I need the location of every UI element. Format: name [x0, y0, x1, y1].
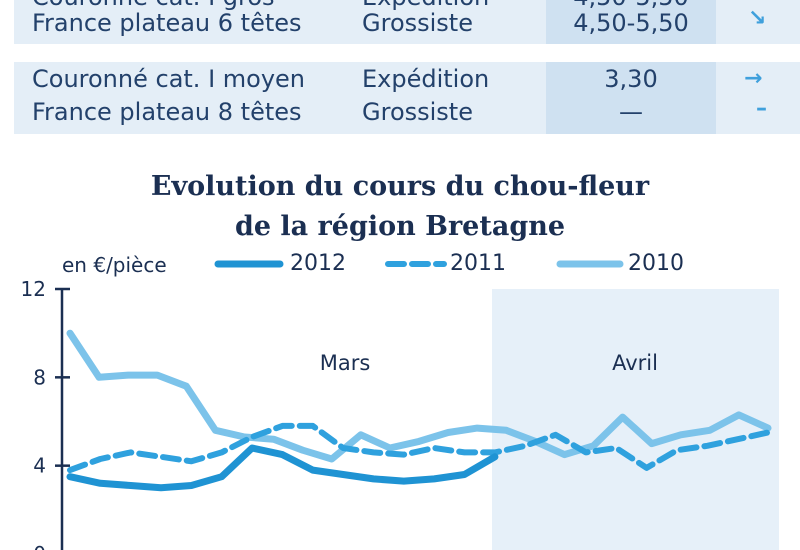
legend-label-2010: 2010 — [628, 251, 684, 276]
stage-cell: Expédition — [362, 0, 489, 12]
right-arrow-icon: → — [744, 66, 763, 91]
flat-dash-icon: – — [756, 96, 767, 121]
chart-title-line-2: de la région Bretagne — [234, 211, 566, 242]
legend-label-2011: 2011 — [450, 251, 506, 276]
product-cell: France plateau 8 têtes — [32, 98, 302, 126]
chart-title-line-1: Evolution du cours du chou-fleur — [150, 171, 650, 202]
price-cell: 4,50-5,50 — [546, 0, 716, 12]
stage-cell: Expédition — [362, 65, 490, 93]
down-right-arrow-icon: ↘ — [748, 0, 766, 5]
price-cell: 4,50-5,50 — [573, 9, 689, 37]
table-row-group-2 — [14, 62, 800, 134]
product-cell: Couronné cat. I moyen — [32, 65, 306, 93]
series-line-2012 — [66, 444, 499, 492]
product-cell: Couronné cat. I gros — [32, 0, 275, 12]
price-column-bg — [546, 62, 716, 134]
series-line-2010 — [66, 329, 772, 463]
table-row-group-1 — [14, 0, 800, 44]
y-tick-label: 0 — [33, 542, 46, 550]
legend-label-2012: 2012 — [290, 251, 346, 276]
y-tick-label: 12 — [21, 277, 46, 301]
price-cell: — — [619, 98, 643, 126]
y-unit-label: en €/pièce — [62, 253, 167, 277]
stage-cell: Grossiste — [362, 98, 473, 126]
product-cell: France plateau 6 têtes — [32, 9, 302, 37]
down-right-arrow-icon: ↘ — [748, 6, 767, 31]
stage-cell: Grossiste — [362, 9, 473, 37]
series-line-2011 — [67, 422, 771, 474]
price-column-bg — [546, 0, 716, 44]
y-tick-label: 4 — [33, 454, 46, 478]
period-label-avril: Avril — [612, 351, 658, 375]
price-cell: 3,30 — [604, 65, 658, 93]
period-label-mars: Mars — [320, 351, 371, 375]
y-tick-label: 8 — [33, 365, 46, 389]
